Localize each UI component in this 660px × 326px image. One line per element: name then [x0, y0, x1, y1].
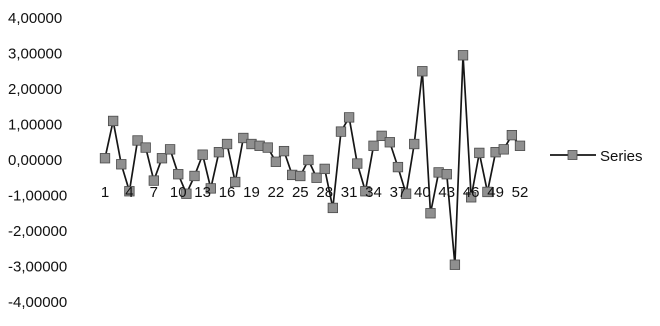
data-point-marker — [466, 192, 477, 203]
data-point-marker — [514, 140, 526, 151]
data-point-marker — [197, 149, 208, 160]
x-tick-label: 43 — [438, 184, 455, 201]
x-tick-label: 28 — [316, 184, 333, 201]
data-point-marker — [270, 156, 282, 167]
data-point-marker — [189, 170, 200, 182]
y-tick-label: -3,00000 — [8, 259, 67, 276]
x-tick-label: 19 — [243, 184, 260, 201]
data-point-marker — [327, 202, 338, 214]
data-point-marker — [221, 138, 233, 150]
series-line — [104, 54, 521, 266]
x-tick-label: 37 — [390, 184, 407, 201]
x-tick-label: 40 — [414, 184, 431, 201]
data-point-marker — [457, 50, 469, 61]
data-point-marker — [384, 137, 395, 148]
data-point-marker — [343, 112, 355, 123]
data-point-marker — [99, 153, 111, 164]
data-point-marker — [124, 186, 135, 197]
data-point-marker — [164, 144, 176, 155]
data-point-marker — [506, 129, 518, 141]
data-point-marker — [368, 140, 379, 151]
data-point-marker — [474, 147, 485, 159]
x-tick-label: 16 — [219, 184, 236, 201]
data-point-marker — [262, 142, 273, 153]
x-tick-label: 25 — [292, 184, 309, 201]
x-tick-label: 22 — [268, 184, 285, 201]
data-point-marker — [425, 208, 436, 219]
data-point-marker — [156, 153, 168, 164]
data-point-marker — [482, 186, 493, 198]
data-point-marker — [295, 170, 306, 182]
data-point-marker — [238, 132, 249, 144]
y-tick-label: 3,00000 — [8, 46, 62, 63]
data-point-marker — [335, 126, 347, 137]
data-point-marker — [230, 176, 241, 188]
x-axis-tick-labels: 1 4 7 10 13 16 19 22 25 28 31 34 37 40 43 46 49 52 — [101, 184, 529, 201]
x-tick-label: 34 — [365, 184, 382, 201]
data-point-marker — [278, 145, 290, 157]
x-tick-label: 10 — [170, 184, 187, 201]
data-point-marker — [148, 175, 159, 186]
series-layer — [99, 50, 526, 270]
legend: Series — [550, 148, 643, 165]
data-point-marker — [319, 163, 330, 175]
data-point-marker — [498, 144, 509, 155]
y-tick-label: -2,00000 — [8, 223, 67, 240]
y-tick-label: 4,00000 — [8, 10, 62, 27]
data-point-marker — [140, 142, 151, 153]
data-point-marker — [449, 259, 461, 270]
x-tick-label: 4 — [125, 184, 133, 201]
x-tick-label: 7 — [150, 184, 158, 201]
data-point-marker — [181, 188, 192, 199]
data-point-marker — [303, 154, 314, 166]
y-tick-label: 0,00000 — [8, 152, 62, 169]
data-point-marker — [173, 169, 184, 180]
x-tick-label: 13 — [194, 184, 211, 201]
y-tick-label: 1,00000 — [8, 117, 62, 134]
y-tick-label: -1,00000 — [8, 188, 67, 205]
data-point-marker — [400, 188, 412, 199]
x-tick-label: 1 — [101, 184, 109, 201]
data-point-marker — [417, 66, 428, 77]
data-point-marker — [360, 186, 371, 197]
data-point-marker — [116, 159, 127, 170]
data-point-marker — [311, 172, 322, 183]
x-tick-label: 49 — [487, 184, 504, 201]
legend-series-label: Series — [600, 148, 643, 165]
data-point-marker — [376, 130, 387, 142]
x-tick-label: 46 — [463, 184, 480, 201]
data-point-marker — [213, 147, 225, 158]
y-tick-label: -4,00000 — [8, 294, 67, 311]
data-point-marker — [441, 169, 452, 180]
legend-series-marker — [567, 150, 578, 160]
data-point-marker — [409, 138, 420, 150]
y-tick-label: 2,00000 — [8, 81, 62, 98]
x-tick-label: 52 — [512, 184, 529, 201]
data-point-marker — [352, 158, 363, 169]
y-axis-tick-labels: 4,00000 3,00000 2,00000 1,00000 0,00000 -1,00… — [8, 10, 67, 311]
data-point-marker — [205, 183, 216, 194]
data-point-marker — [392, 161, 404, 173]
data-point-marker — [107, 115, 119, 127]
data-point-marker — [132, 135, 143, 146]
x-tick-label: 31 — [341, 184, 358, 201]
